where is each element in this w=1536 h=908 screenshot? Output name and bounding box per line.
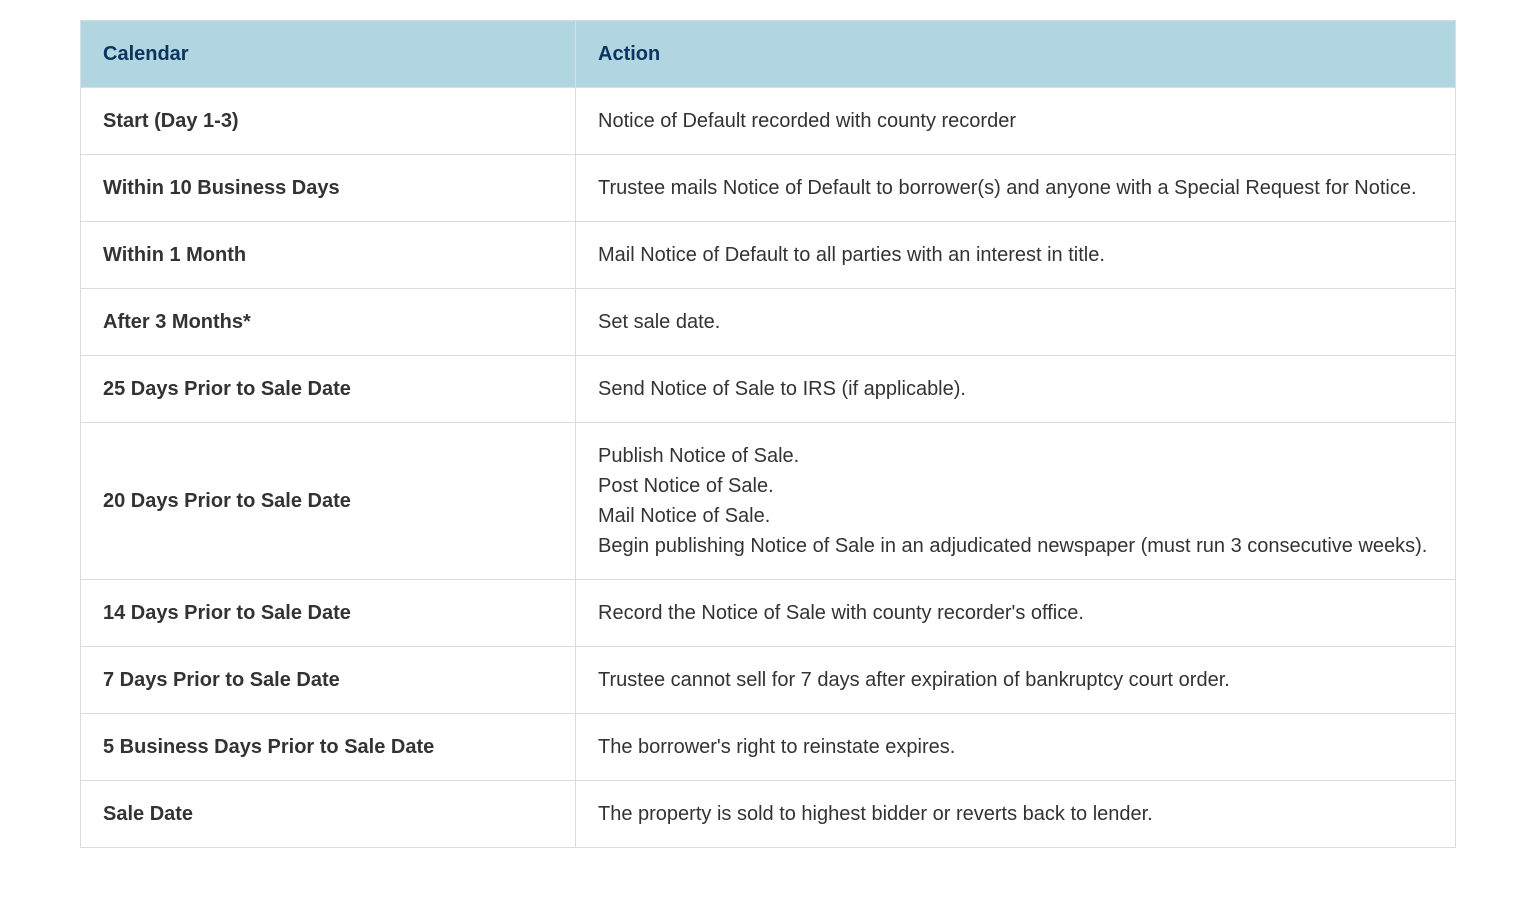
action-cell: Mail Notice of Default to all parties wi… [576,222,1456,289]
calendar-cell: Sale Date [81,781,576,848]
calendar-cell: 5 Business Days Prior to Sale Date [81,714,576,781]
table-row: 25 Days Prior to Sale Date Send Notice o… [81,356,1456,423]
action-line: Notice of Default recorded with county r… [598,106,1433,136]
calendar-cell: 25 Days Prior to Sale Date [81,356,576,423]
calendar-cell: 7 Days Prior to Sale Date [81,647,576,714]
action-line: Trustee mails Notice of Default to borro… [598,173,1433,203]
action-line: Set sale date. [598,307,1433,337]
action-cell: Set sale date. [576,289,1456,356]
table-row: Sale Date The property is sold to highes… [81,781,1456,848]
calendar-cell: Within 1 Month [81,222,576,289]
calendar-cell: Start (Day 1-3) [81,88,576,155]
action-cell: The property is sold to highest bidder o… [576,781,1456,848]
calendar-cell: Within 10 Business Days [81,155,576,222]
calendar-cell: After 3 Months* [81,289,576,356]
table-row: 20 Days Prior to Sale Date Publish Notic… [81,423,1456,580]
action-cell: Record the Notice of Sale with county re… [576,580,1456,647]
table-body: Start (Day 1-3) Notice of Default record… [81,88,1456,848]
action-line: Post Notice of Sale. [598,471,1433,501]
table-row: 14 Days Prior to Sale Date Record the No… [81,580,1456,647]
table-row: Within 1 Month Mail Notice of Default to… [81,222,1456,289]
header-calendar: Calendar [81,21,576,88]
table-row: After 3 Months* Set sale date. [81,289,1456,356]
action-line: Begin publishing Notice of Sale in an ad… [598,531,1433,561]
action-line: Trustee cannot sell for 7 days after exp… [598,665,1433,695]
action-line: The borrower's right to reinstate expire… [598,732,1433,762]
calendar-cell: 20 Days Prior to Sale Date [81,423,576,580]
table-row: Within 10 Business Days Trustee mails No… [81,155,1456,222]
table-row: Start (Day 1-3) Notice of Default record… [81,88,1456,155]
action-line: Mail Notice of Sale. [598,501,1433,531]
calendar-cell: 14 Days Prior to Sale Date [81,580,576,647]
action-cell: Trustee cannot sell for 7 days after exp… [576,647,1456,714]
table-row: 7 Days Prior to Sale Date Trustee cannot… [81,647,1456,714]
action-cell: Notice of Default recorded with county r… [576,88,1456,155]
action-cell: The borrower's right to reinstate expire… [576,714,1456,781]
table-row: 5 Business Days Prior to Sale Date The b… [81,714,1456,781]
action-line: Record the Notice of Sale with county re… [598,598,1433,628]
action-cell: Trustee mails Notice of Default to borro… [576,155,1456,222]
foreclosure-timeline-table: Calendar Action Start (Day 1-3) Notice o… [80,20,1456,848]
header-action: Action [576,21,1456,88]
action-line: Publish Notice of Sale. [598,441,1433,471]
action-cell: Send Notice of Sale to IRS (if applicabl… [576,356,1456,423]
action-line: Mail Notice of Default to all parties wi… [598,240,1433,270]
action-cell: Publish Notice of Sale. Post Notice of S… [576,423,1456,580]
action-line: The property is sold to highest bidder o… [598,799,1433,829]
action-line: Send Notice of Sale to IRS (if applicabl… [598,374,1433,404]
table-header-row: Calendar Action [81,21,1456,88]
